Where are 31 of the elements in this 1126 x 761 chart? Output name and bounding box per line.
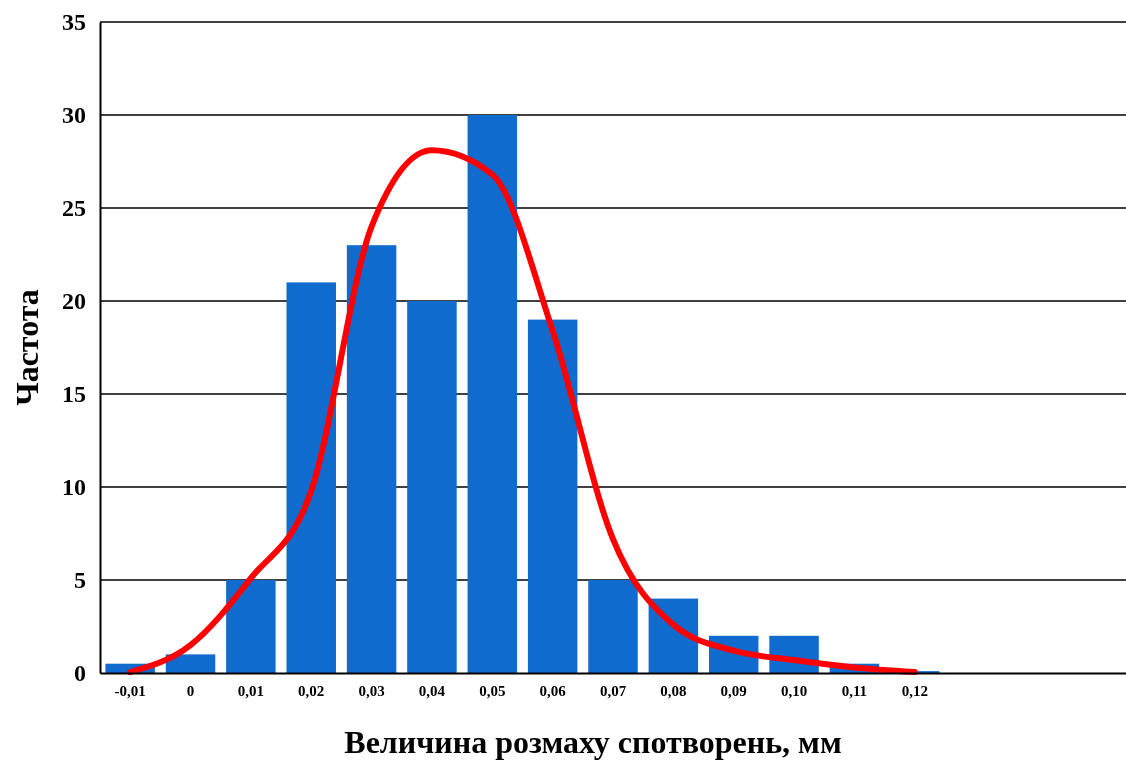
bar xyxy=(226,580,276,673)
bar xyxy=(286,282,336,673)
y-tick-label: 25 xyxy=(62,195,86,222)
x-tick-label: 0,09 xyxy=(720,682,747,699)
bar xyxy=(588,580,638,673)
y-axis-title: Частота xyxy=(9,289,45,406)
x-tick-label: 0,03 xyxy=(358,682,385,699)
x-tick-label: -0,01 xyxy=(114,682,146,699)
y-tick-label: 35 xyxy=(62,9,86,36)
x-tick-label: 0,12 xyxy=(901,682,928,699)
x-tick-label: 0,10 xyxy=(780,682,808,699)
x-tick-label: 0,05 xyxy=(479,682,506,699)
x-tick-label: 0,07 xyxy=(599,682,627,699)
y-tick-label: 20 xyxy=(62,288,86,315)
bar xyxy=(467,115,518,673)
x-tick-label: 0 xyxy=(186,682,195,699)
x-axis-title: Величина розмаху спотворень, мм xyxy=(344,724,842,760)
bar xyxy=(165,654,216,673)
bar xyxy=(346,245,397,673)
bar xyxy=(527,319,578,673)
x-tick-label: 0,04 xyxy=(418,682,446,699)
y-tick-label: 15 xyxy=(62,381,86,408)
y-tick-label: 30 xyxy=(62,102,86,129)
x-tick-label: 0,01 xyxy=(237,682,265,699)
x-tick-label: 0,02 xyxy=(298,682,325,699)
x-tick-label: 0,11 xyxy=(841,682,868,699)
x-tick-label: 0,06 xyxy=(539,682,567,699)
y-tick-label: 10 xyxy=(62,474,86,501)
y-tick-label: 5 xyxy=(74,567,86,594)
x-tick-label: 0,08 xyxy=(660,682,687,699)
bar xyxy=(407,301,457,673)
